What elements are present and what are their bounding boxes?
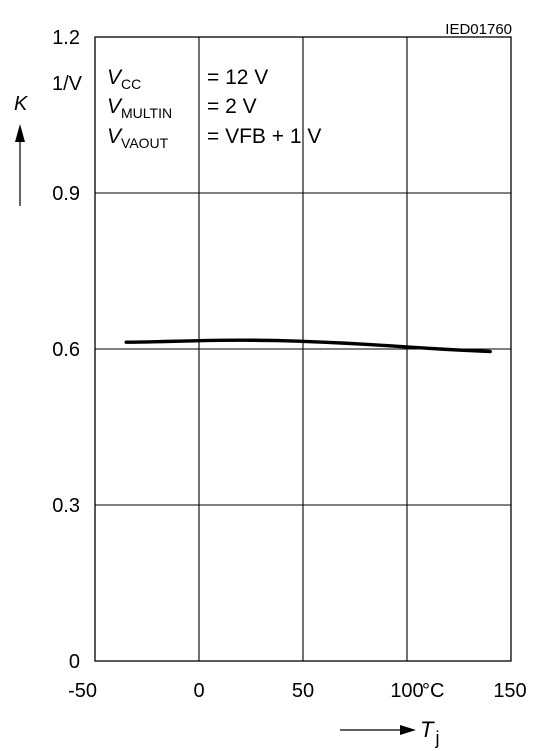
x-tick-label: 100 bbox=[390, 680, 423, 702]
x-tick-label: 50 bbox=[292, 680, 314, 702]
doc-id: IED01760 bbox=[445, 21, 512, 38]
x-tick-labels: -50 0 50 100 150 bbox=[68, 680, 527, 702]
y-tick-labels: 0 0.3 0.6 0.9 1.2 bbox=[52, 27, 80, 673]
conditions: VCC = 12 V VMULTIN = 2 V VVAOUT = VFB + … bbox=[107, 66, 321, 151]
x-tick-label: 0 bbox=[193, 680, 204, 702]
y-axis-label: K bbox=[14, 93, 29, 115]
y-axis-arrow bbox=[15, 124, 25, 206]
condition-vmultin: VMULTIN bbox=[107, 95, 172, 121]
condition-vcc-symbol: V bbox=[107, 66, 123, 89]
y-tick-label: 0.9 bbox=[52, 183, 80, 205]
y-tick-label: 1.2 bbox=[52, 27, 80, 49]
condition-vvaout: VVAOUT bbox=[107, 125, 169, 151]
x-axis-label-sub: j bbox=[434, 728, 439, 748]
y-tick-label: 0.3 bbox=[52, 495, 80, 517]
x-tick-label: -50 bbox=[68, 680, 97, 702]
condition-vvaout-sub: VAOUT bbox=[121, 135, 169, 151]
condition-vcc: VCC bbox=[107, 66, 141, 92]
condition-vvaout-value: = VFB + 1 V bbox=[207, 125, 321, 148]
series-line-k bbox=[124, 338, 492, 354]
condition-vmultin-value: = 2 V bbox=[207, 95, 257, 118]
x-axis-arrow bbox=[340, 725, 416, 735]
condition-vmultin-sub: MULTIN bbox=[121, 105, 172, 121]
condition-vcc-value: = 12 V bbox=[207, 66, 268, 89]
condition-vvaout-symbol: V bbox=[107, 125, 123, 148]
x-unit: °C bbox=[422, 680, 444, 702]
y-tick-label: 0 bbox=[69, 651, 80, 673]
x-axis-label-main: T bbox=[420, 717, 435, 742]
x-tick-label: 150 bbox=[493, 680, 526, 702]
y-unit: 1/V bbox=[52, 73, 83, 95]
y-tick-label: 0.6 bbox=[52, 339, 80, 361]
condition-vmultin-symbol: V bbox=[107, 95, 123, 118]
condition-vcc-sub: CC bbox=[121, 76, 141, 92]
